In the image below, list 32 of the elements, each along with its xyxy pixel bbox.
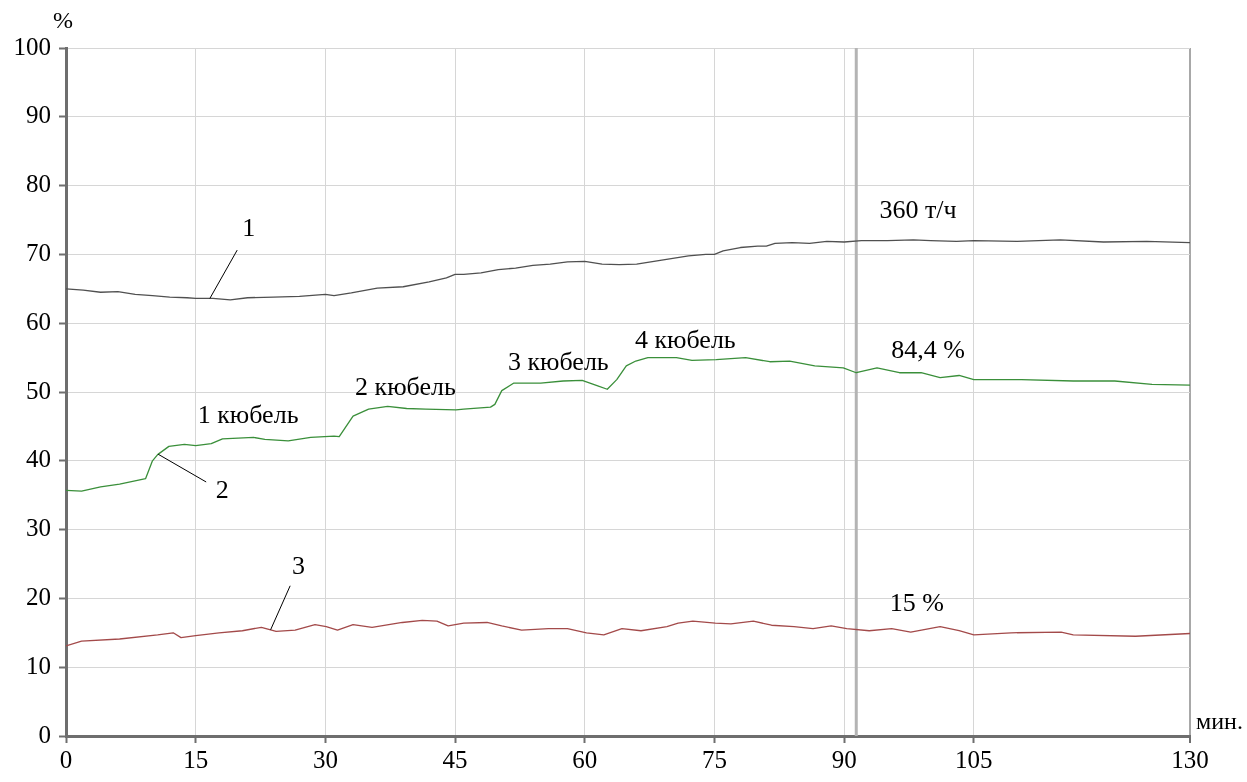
x-tick-label: 75: [701, 745, 727, 773]
x-tick-label: 45: [442, 745, 468, 773]
y-tick-label: 50: [26, 376, 51, 404]
y-tick-label: 40: [26, 445, 51, 473]
annotation: 84,4 %: [891, 335, 965, 365]
y-tick-label: 30: [26, 514, 51, 542]
series-label: 2: [215, 475, 229, 505]
y-tick-label: 70: [26, 238, 51, 266]
annotation: 360 т/ч: [879, 194, 957, 224]
y-tick-label: 10: [26, 651, 51, 679]
x-tick-label: 60: [572, 745, 598, 773]
x-tick-label: 30: [312, 745, 338, 773]
x-tick-label: 130: [1171, 745, 1209, 773]
annotation: 4 кюбель: [634, 324, 736, 354]
annotation: 2 кюбель: [355, 371, 456, 401]
y-tick-label: 0: [38, 720, 51, 748]
text: 1: [242, 213, 256, 243]
x-axis-title: мин.: [1196, 708, 1243, 735]
x-tick-label: 15: [183, 745, 209, 773]
annotation: 1 кюбель: [197, 399, 299, 429]
annotation: 15 %: [889, 587, 944, 617]
y-tick-label: 20: [26, 582, 51, 610]
x-tick-label: 90: [831, 745, 857, 773]
y-tick-label: 100: [13, 32, 51, 60]
y-tick-label: 80: [26, 170, 51, 198]
x-tick-label: 105: [955, 745, 993, 773]
annotation: 3 кюбель: [507, 346, 609, 376]
y-axis-title: %: [53, 7, 73, 34]
y-tick-label: 90: [26, 101, 51, 129]
series-label: 3: [292, 550, 306, 580]
y-tick-label: 60: [26, 307, 51, 335]
x-tick-label: 0: [59, 745, 73, 773]
